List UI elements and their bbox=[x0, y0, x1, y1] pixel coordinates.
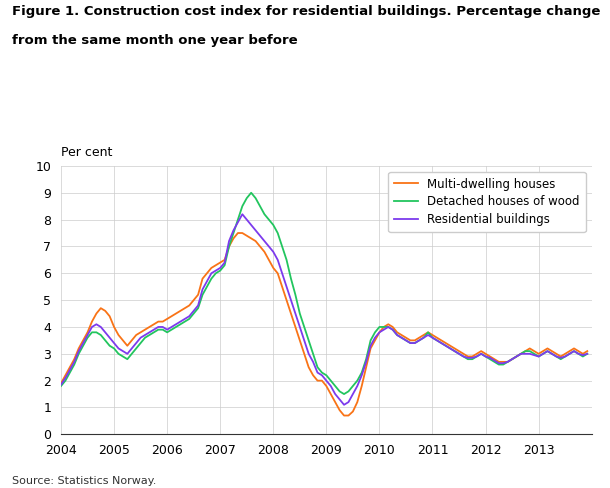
Residential buildings bbox=[482, 353, 489, 359]
Detached houses of wood bbox=[340, 391, 348, 397]
Detached houses of wood bbox=[575, 351, 582, 357]
Multi-dwelling houses bbox=[57, 381, 65, 386]
Residential buildings bbox=[57, 382, 65, 387]
Text: from the same month one year before: from the same month one year before bbox=[12, 34, 298, 47]
Multi-dwelling houses bbox=[234, 230, 242, 236]
Multi-dwelling houses bbox=[358, 383, 365, 389]
Multi-dwelling houses bbox=[168, 313, 175, 319]
Text: Per cent: Per cent bbox=[61, 145, 112, 159]
Residential buildings bbox=[358, 372, 365, 378]
Residential buildings bbox=[584, 351, 591, 357]
Residential buildings bbox=[429, 335, 436, 341]
Multi-dwelling houses bbox=[575, 348, 582, 354]
Legend: Multi-dwelling houses, Detached houses of wood, Residential buildings: Multi-dwelling houses, Detached houses o… bbox=[389, 172, 586, 232]
Multi-dwelling houses bbox=[482, 351, 489, 357]
Residential buildings bbox=[168, 324, 175, 330]
Detached houses of wood bbox=[482, 353, 489, 359]
Detached houses of wood bbox=[168, 327, 175, 333]
Residential buildings bbox=[239, 211, 246, 217]
Detached houses of wood bbox=[57, 383, 65, 389]
Detached houses of wood bbox=[584, 351, 591, 357]
Multi-dwelling houses bbox=[340, 412, 348, 418]
Line: Detached houses of wood: Detached houses of wood bbox=[61, 193, 587, 394]
Detached houses of wood bbox=[358, 370, 365, 376]
Residential buildings bbox=[340, 402, 348, 408]
Text: Source: Statistics Norway.: Source: Statistics Norway. bbox=[12, 476, 157, 486]
Detached houses of wood bbox=[199, 292, 206, 298]
Text: Figure 1. Construction cost index for residential buildings. Percentage change: Figure 1. Construction cost index for re… bbox=[12, 5, 601, 18]
Multi-dwelling houses bbox=[429, 332, 436, 338]
Multi-dwelling houses bbox=[199, 276, 206, 282]
Line: Multi-dwelling houses: Multi-dwelling houses bbox=[61, 233, 587, 415]
Residential buildings bbox=[199, 286, 206, 292]
Detached houses of wood bbox=[248, 190, 255, 196]
Line: Residential buildings: Residential buildings bbox=[61, 214, 587, 405]
Multi-dwelling houses bbox=[584, 348, 591, 354]
Residential buildings bbox=[575, 351, 582, 357]
Detached houses of wood bbox=[429, 335, 436, 341]
